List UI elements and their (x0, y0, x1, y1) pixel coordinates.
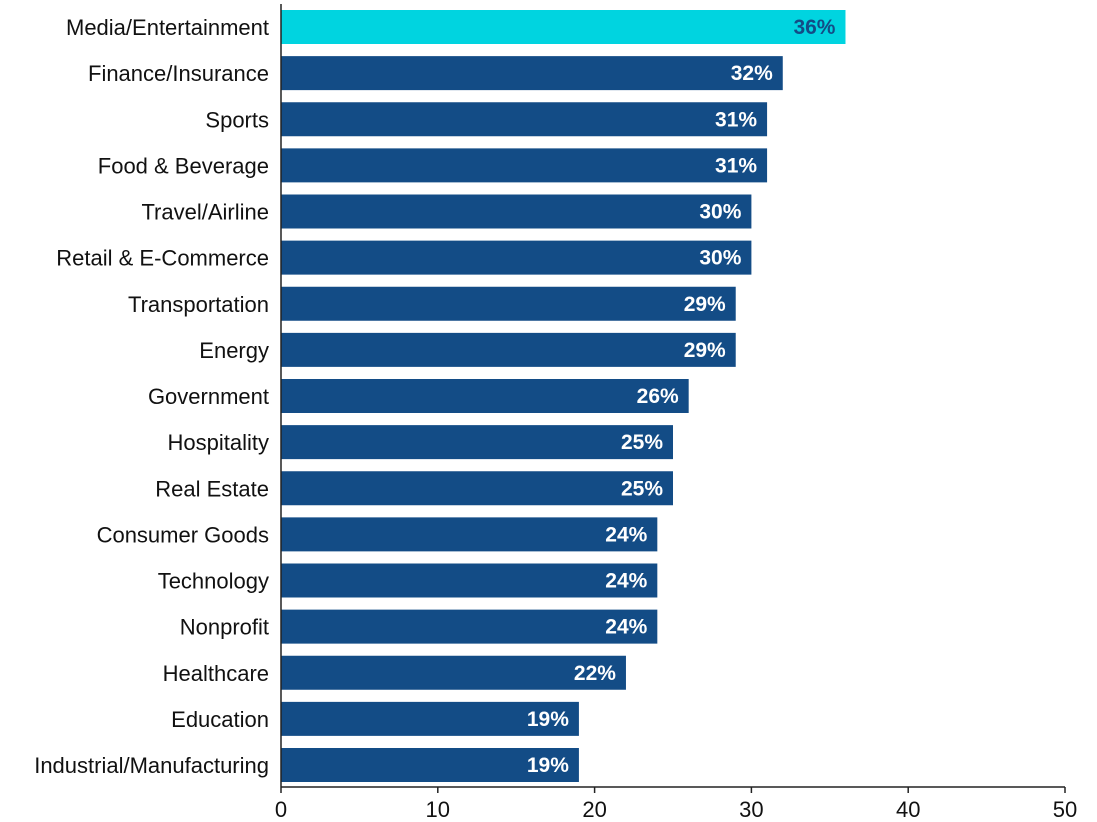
category-label-transportation: Transportation (128, 292, 269, 317)
category-labels-group: Media/Entertainment Finance/Insurance Spor… (34, 15, 269, 778)
value-label-retail-and-e-commerce: 30% (699, 247, 741, 270)
bar-healthcare (281, 655, 626, 690)
x-tick-label-30: 30 (739, 797, 763, 822)
bar-technology (281, 563, 658, 598)
value-label-food-and-beverage: 31% (715, 154, 757, 177)
bar-industrial-manufacturing (281, 748, 579, 782)
bar-government (281, 379, 689, 413)
value-label-education: 19% (527, 708, 569, 731)
value-label-media-entertainment: 36% (793, 16, 835, 39)
value-label-government: 26% (637, 385, 679, 408)
bar-finance-insurance (281, 56, 783, 91)
value-label-sports: 31% (715, 108, 757, 131)
category-label-food-and-beverage: Food & Beverage (98, 153, 269, 178)
category-label-real-estate: Real Estate (155, 476, 269, 501)
category-label-sports: Sports (205, 107, 269, 132)
category-label-media-entertainment: Media/Entertainment (66, 15, 269, 40)
bar-transportation (281, 286, 736, 321)
bar-sports (281, 102, 768, 137)
category-label-consumer-goods: Consumer Goods (97, 522, 269, 547)
value-label-hospitality: 25% (621, 431, 663, 454)
value-label-transportation: 29% (684, 293, 726, 316)
category-label-hospitality: Hospitality (168, 430, 269, 455)
category-label-government: Government (148, 384, 269, 409)
category-label-education: Education (171, 707, 269, 732)
bar-real-estate (281, 471, 673, 506)
bar-travel-airline (281, 194, 752, 229)
category-label-healthcare: Healthcare (163, 661, 269, 686)
bar-education (281, 701, 579, 736)
value-label-real-estate: 25% (621, 477, 663, 500)
bar-energy (281, 332, 736, 367)
category-label-nonprofit: Nonprofit (180, 615, 269, 640)
value-label-travel-airline: 30% (699, 201, 741, 224)
category-label-industrial-manufacturing: Industrial/Manufacturing (34, 753, 269, 778)
value-label-industrial-manufacturing: 19% (527, 754, 569, 777)
bar-media-entertainment (281, 10, 846, 44)
x-tick-label-10: 10 (426, 797, 450, 822)
x-tick-label-0: 0 (275, 797, 287, 822)
value-labels-group: 36%32%31%31%30%30%29%29%26%25%25%24%24%2… (527, 16, 836, 777)
bar-consumer-goods (281, 517, 658, 552)
value-label-finance-insurance: 32% (731, 62, 773, 85)
category-label-energy: Energy (199, 338, 269, 363)
value-label-consumer-goods: 24% (605, 523, 647, 546)
x-tick-label-40: 40 (896, 797, 920, 822)
bars-group (281, 10, 846, 782)
bar-nonprofit (281, 609, 658, 644)
value-label-technology: 24% (605, 570, 647, 593)
x-tick-label-50: 50 (1053, 797, 1077, 822)
category-label-technology: Technology (158, 569, 269, 594)
value-label-energy: 29% (684, 339, 726, 362)
x-tick-label-20: 20 (582, 797, 606, 822)
category-label-finance-insurance: Finance/Insurance (88, 61, 269, 86)
bar-food-and-beverage (281, 148, 768, 183)
value-label-nonprofit: 24% (605, 616, 647, 639)
category-label-retail-and-e-commerce: Retail & E-Commerce (56, 246, 269, 271)
x-axis-ticks-group: 0 10 20 30 40 50 (275, 787, 1077, 822)
bar-retail-and-e-commerce (281, 240, 752, 275)
bar-hospitality (281, 425, 673, 460)
category-label-travel-airline: Travel/Airline (141, 200, 269, 225)
value-label-healthcare: 22% (574, 662, 616, 685)
